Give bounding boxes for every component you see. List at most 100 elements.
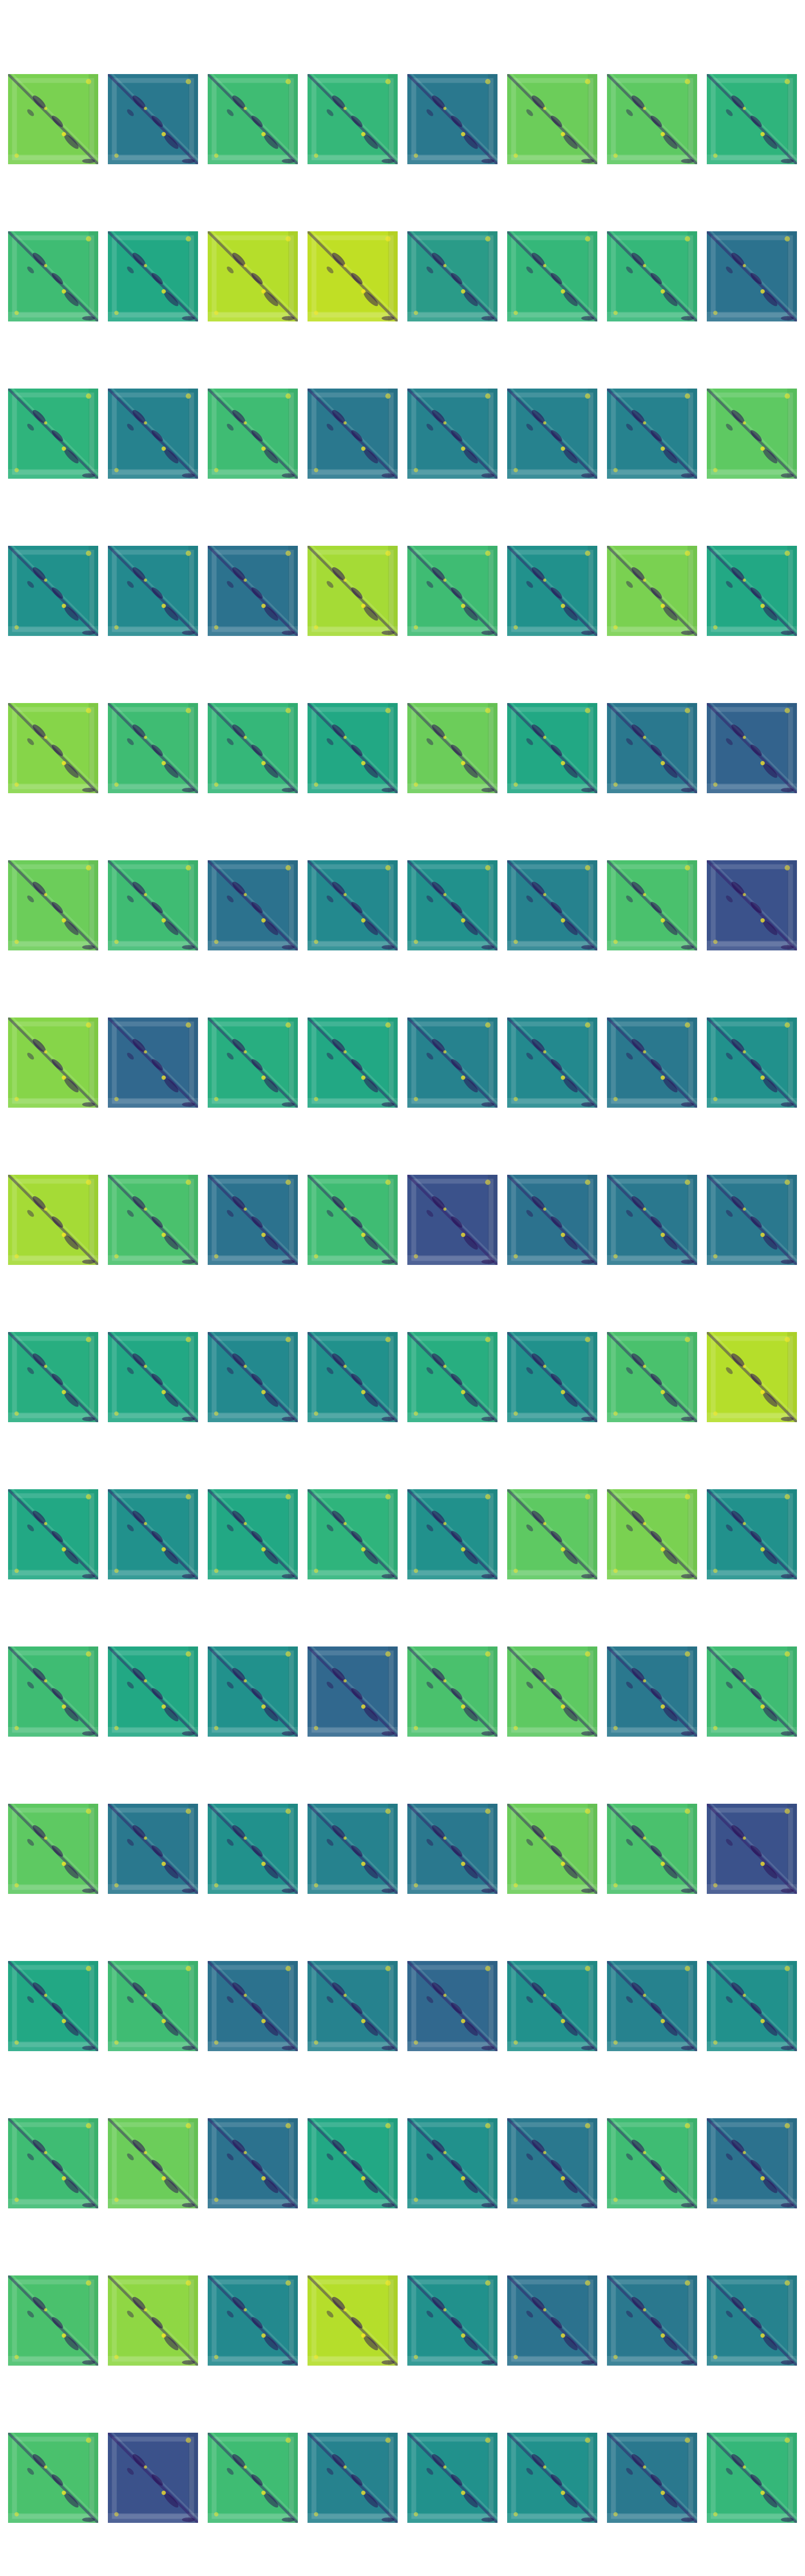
heatmap-panel xyxy=(507,2275,597,2366)
heatmap-panel xyxy=(208,1646,298,1737)
heatmap-panel xyxy=(8,546,98,636)
heatmap-panel xyxy=(108,703,198,793)
heatmap-panel xyxy=(607,1646,697,1737)
heatmap-panel xyxy=(607,546,697,636)
heatmap-panel xyxy=(108,231,198,321)
heatmap-panel xyxy=(507,74,597,164)
heatmap-panel xyxy=(8,703,98,793)
heatmap-panel xyxy=(308,703,398,793)
heatmap-panel xyxy=(407,2275,497,2366)
heatmap-panel xyxy=(8,231,98,321)
heatmap-panel xyxy=(507,703,597,793)
heatmap-panel xyxy=(707,1804,797,1894)
heatmap-panel xyxy=(407,1804,497,1894)
heatmap-panel xyxy=(707,1332,797,1422)
heatmap-panel xyxy=(308,389,398,479)
heatmap-panel xyxy=(407,1489,497,1579)
heatmap-panel xyxy=(108,1332,198,1422)
heatmap-panel xyxy=(208,703,298,793)
heatmap-panel xyxy=(108,1175,198,1265)
heatmap-panel xyxy=(707,703,797,793)
heatmap-panel xyxy=(707,2275,797,2366)
heatmap-panel xyxy=(208,1804,298,1894)
heatmap-panel xyxy=(607,1961,697,2051)
heatmap-panel xyxy=(308,1332,398,1422)
heatmap-panel xyxy=(507,1804,597,1894)
heatmap-panel xyxy=(707,1018,797,1108)
heatmap-panel xyxy=(108,1018,198,1108)
heatmap-panel xyxy=(8,1018,98,1108)
heatmap-panel xyxy=(108,2433,198,2523)
heatmap-panel xyxy=(108,389,198,479)
heatmap-panel xyxy=(108,74,198,164)
heatmap-panel xyxy=(707,231,797,321)
heatmap-panel xyxy=(208,1332,298,1422)
heatmap-panel xyxy=(208,2118,298,2208)
heatmap-panel xyxy=(108,860,198,950)
heatmap-panel xyxy=(507,389,597,479)
heatmap-panel xyxy=(507,546,597,636)
heatmap-panel xyxy=(507,860,597,950)
heatmap-panel xyxy=(507,1489,597,1579)
heatmap-panel xyxy=(108,1961,198,2051)
heatmap-panel xyxy=(208,1175,298,1265)
heatmap-panel xyxy=(407,546,497,636)
heatmap-panel xyxy=(108,1489,198,1579)
heatmap-panel xyxy=(507,1961,597,2051)
heatmap-panel xyxy=(607,1804,697,1894)
heatmap-panel xyxy=(308,2433,398,2523)
heatmap-panel xyxy=(208,860,298,950)
heatmap-panel xyxy=(607,1332,697,1422)
heatmap-panel xyxy=(607,74,697,164)
heatmap-panel xyxy=(407,389,497,479)
heatmap-panel xyxy=(308,1961,398,2051)
heatmap-panel xyxy=(607,1489,697,1579)
heatmap-panel xyxy=(108,1804,198,1894)
heatmap-panel xyxy=(407,2118,497,2208)
heatmap-panel xyxy=(208,389,298,479)
heatmap-panel xyxy=(8,1646,98,1737)
heatmap-panel xyxy=(607,1018,697,1108)
heatmap-panel xyxy=(607,2433,697,2523)
heatmap-panel xyxy=(208,1018,298,1108)
heatmap-panel xyxy=(8,860,98,950)
heatmap-panel xyxy=(308,860,398,950)
heatmap-panel xyxy=(407,860,497,950)
heatmap-panel xyxy=(8,1489,98,1579)
heatmap-panel xyxy=(208,74,298,164)
heatmap-panel xyxy=(707,1961,797,2051)
heatmap-panel xyxy=(607,2118,697,2208)
heatmap-panel xyxy=(8,1175,98,1265)
heatmap-panel xyxy=(8,2118,98,2208)
heatmap-panel xyxy=(308,1646,398,1737)
heatmap-panel xyxy=(707,1646,797,1737)
heatmap-panel xyxy=(308,231,398,321)
heatmap-panel xyxy=(208,1961,298,2051)
heatmap-panel xyxy=(607,2275,697,2366)
heatmap-panel xyxy=(308,1489,398,1579)
heatmap-panel xyxy=(108,2275,198,2366)
heatmap-panel xyxy=(507,231,597,321)
heatmap-panel xyxy=(507,2433,597,2523)
heatmap-panel xyxy=(208,546,298,636)
heatmap-panel xyxy=(707,546,797,636)
heatmap-panel xyxy=(707,2433,797,2523)
heatmap-panel xyxy=(208,2275,298,2366)
heatmap-panel xyxy=(407,1018,497,1108)
heatmap-panel xyxy=(8,389,98,479)
heatmap-panel xyxy=(8,1961,98,2051)
heatmap-panel xyxy=(607,231,697,321)
heatmap-panel xyxy=(8,74,98,164)
heatmap-panel xyxy=(507,1175,597,1265)
heatmap-panel xyxy=(308,1018,398,1108)
heatmap-panel xyxy=(407,703,497,793)
heatmap-panel xyxy=(507,1646,597,1737)
heatmap-panel xyxy=(707,389,797,479)
heatmap-panel xyxy=(308,546,398,636)
heatmap-panel xyxy=(407,1175,497,1265)
heatmap-panel xyxy=(108,2118,198,2208)
heatmap-panel xyxy=(607,860,697,950)
heatmap-panel xyxy=(8,1804,98,1894)
heatmap-panel xyxy=(208,2433,298,2523)
